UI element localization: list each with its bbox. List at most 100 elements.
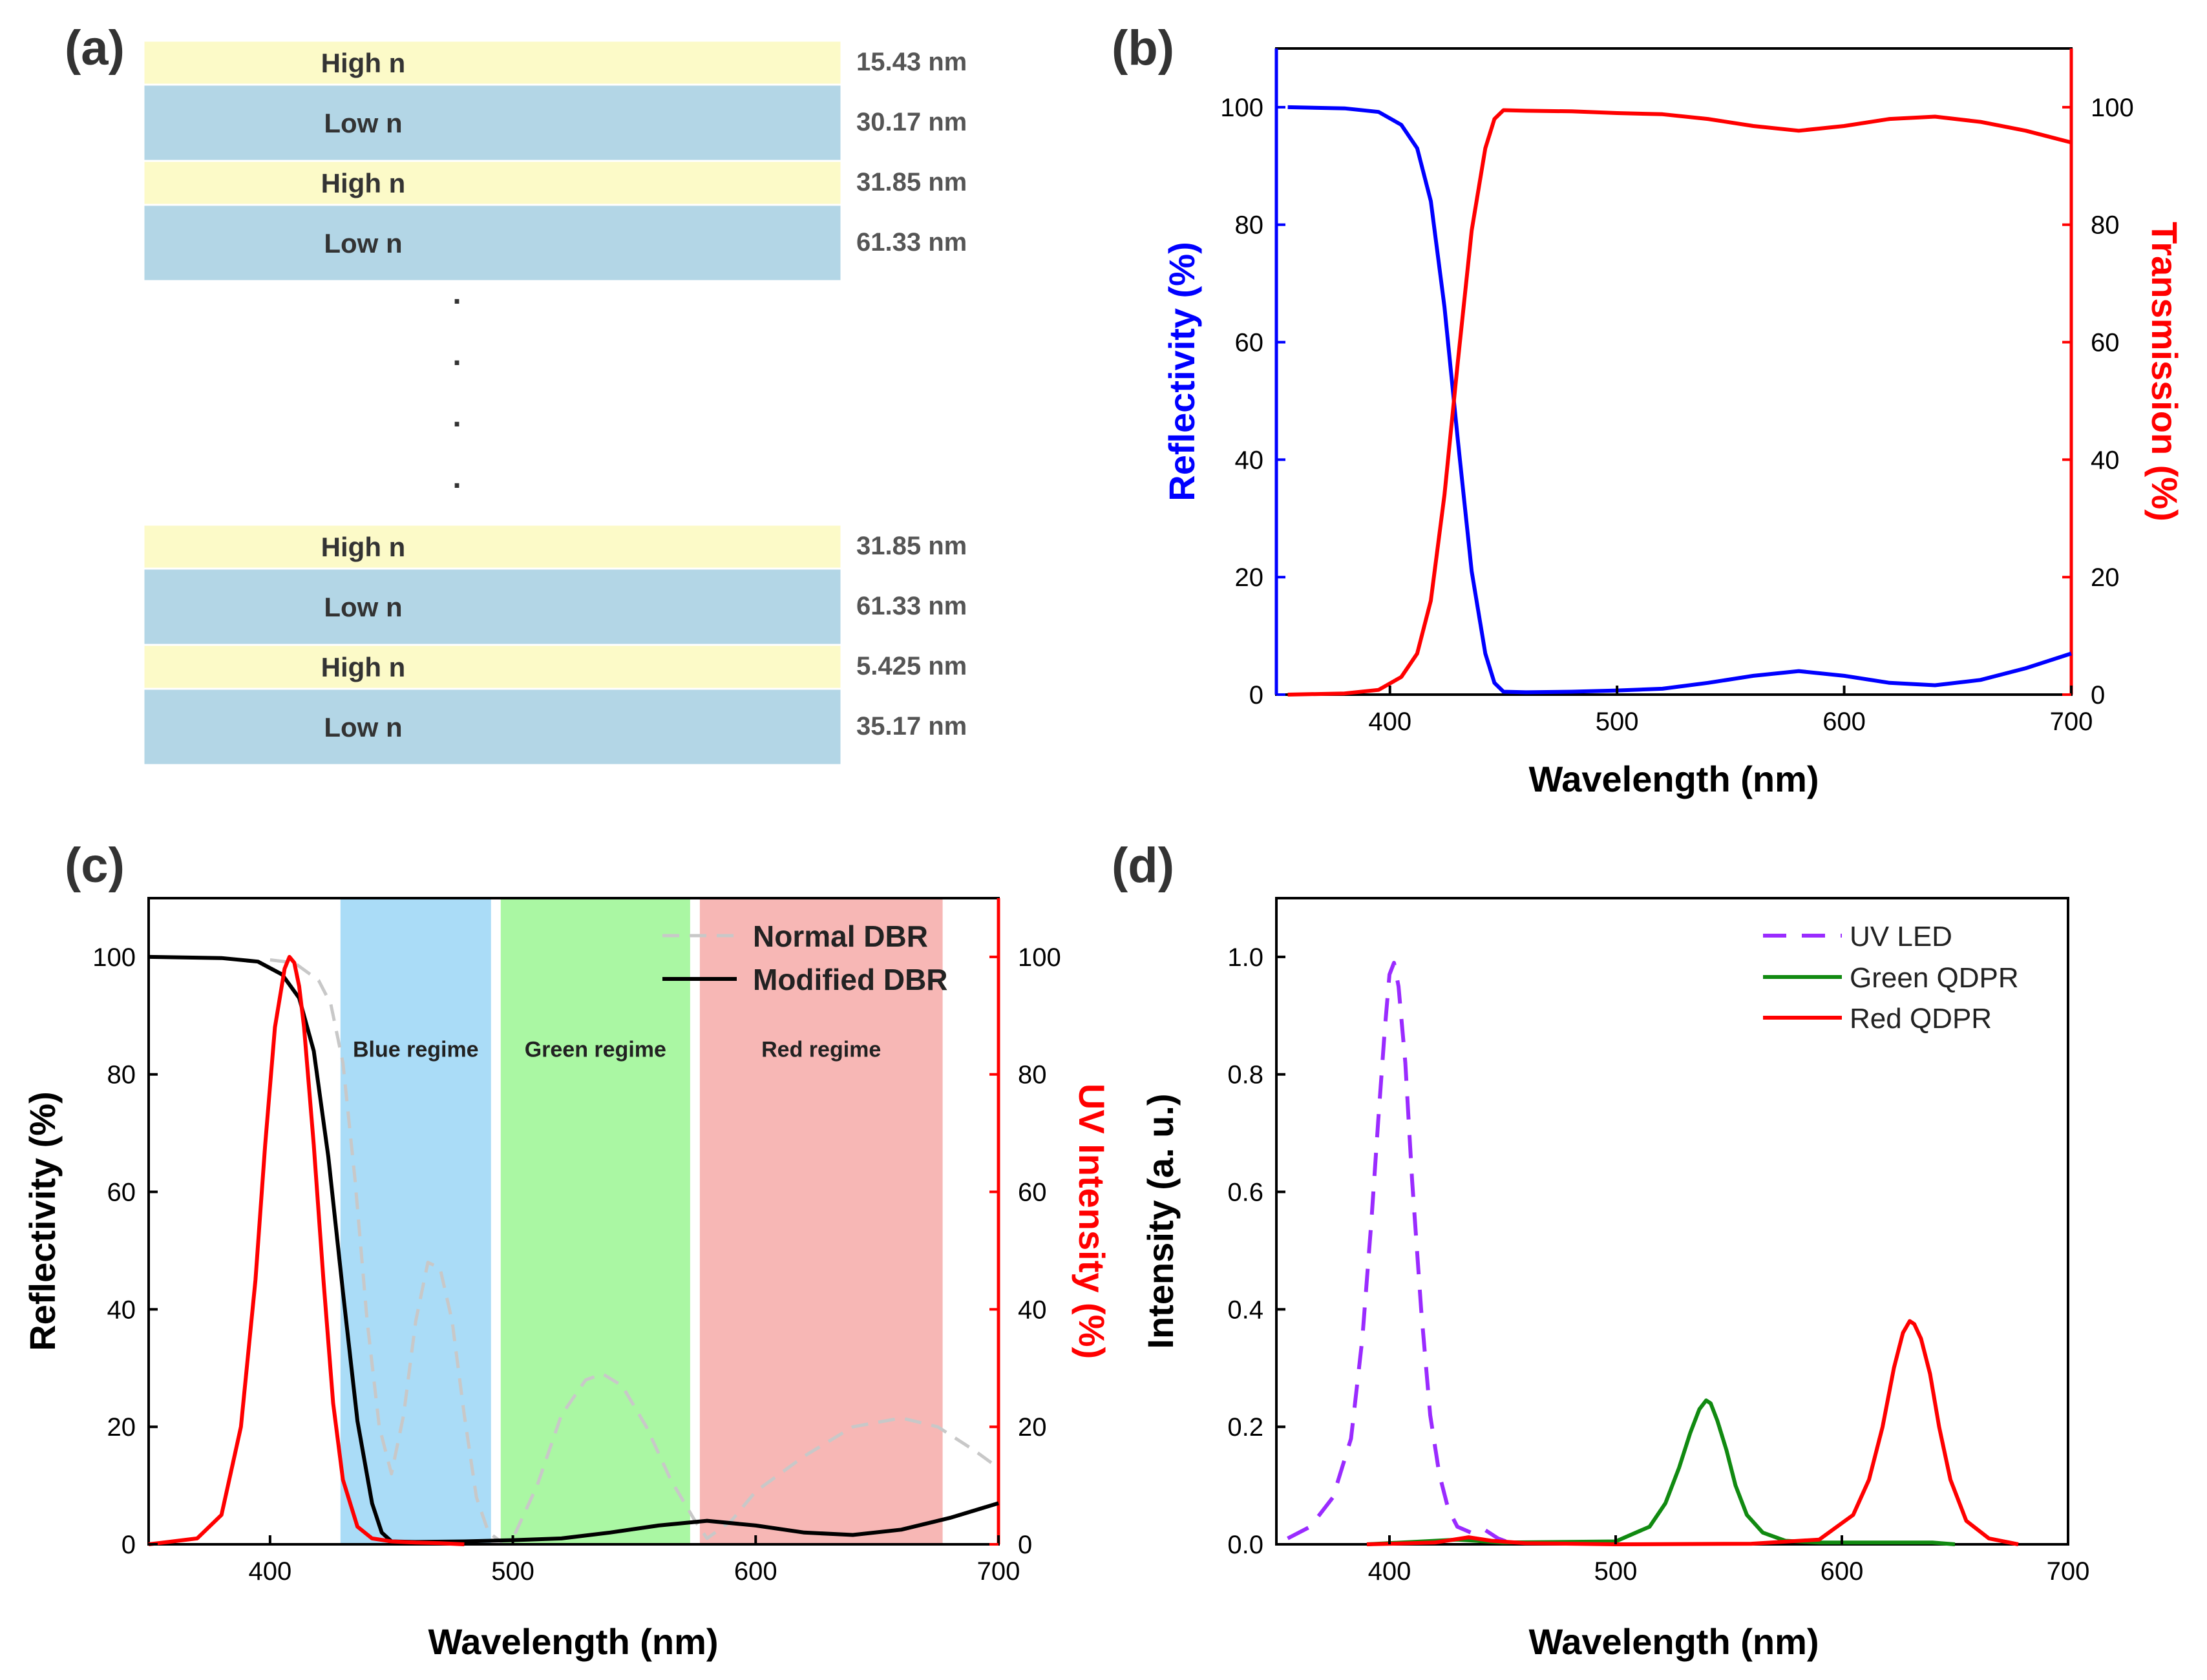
panel-b-chart: (b) 400 500 600 700020406080100020406080100… <box>1112 21 2185 799</box>
panel-b-y-tick-label-1: 20 <box>1235 563 1264 592</box>
bottom-layer-1-thickness: 31.85 nm <box>856 532 967 560</box>
top-layer-2-thickness: 30.17 nm <box>856 108 967 136</box>
top-layer-2 <box>142 83 843 162</box>
regime-label-blue-regime: Blue regime <box>353 1037 479 1062</box>
stack-ellipsis-dot-4: . <box>452 461 461 495</box>
panel-c-x-tick-label-400: 400 <box>248 1557 291 1586</box>
panel-d-y-tick-label-0: 0.0 <box>1227 1531 1263 1559</box>
legend-red-qdpr-label: Red QDPR <box>1850 1003 1992 1034</box>
regime-label-green-regime: Green regime <box>525 1037 666 1062</box>
top-layer-4-thickness: 61.33 nm <box>856 228 967 257</box>
panel-c-chart: (c) Blue regime Green regime Red regime 40… <box>22 838 1112 1662</box>
legend-normal-dbr-label: Normal DBR <box>753 919 928 953</box>
panel-d-chart: (d) 400 500 600 700 0.0 0.2 0.4 0.6 0.8 1.0 UV LE… <box>1112 838 2089 1662</box>
panel-c-y2-tick-label-2: 40 <box>1018 1296 1047 1324</box>
panel-c-x-tick-label-700: 700 <box>977 1557 1020 1586</box>
panel-b-y-tick-label-2: 40 <box>1235 446 1264 474</box>
panel-c-x-tick-label-600: 600 <box>734 1557 777 1586</box>
panel-c-y-tick-label-1: 20 <box>107 1413 136 1442</box>
panel-d-y-tick-label-3: 0.6 <box>1227 1179 1263 1207</box>
bottom-layer-1-label: High n <box>321 532 406 562</box>
panel-b-label: (b) <box>1112 21 1174 76</box>
panel-d-x-axis-title: Wavelength (nm) <box>1528 1621 1819 1662</box>
panel-c-y-tick-label-0: 0 <box>121 1531 136 1559</box>
panel-c-y2-tick-label-5: 100 <box>1018 943 1061 972</box>
panel-c-x-tick-label-500: 500 <box>491 1557 534 1586</box>
panel-b-y-tick-label-3: 60 <box>1235 329 1264 357</box>
top-layer-4 <box>142 204 843 282</box>
panel-d-x-tick-label-600: 600 <box>1821 1557 1864 1586</box>
stack-ellipsis-dot-3: . <box>452 399 461 434</box>
top-layer-4-label: Low n <box>324 228 402 258</box>
panel-c-x-axis-title: Wavelength (nm) <box>428 1621 718 1662</box>
bottom-layer-4 <box>142 688 843 766</box>
panel-d-x-tick-label-400: 400 <box>1368 1557 1411 1586</box>
panel-c-label: (c) <box>65 838 125 893</box>
panel-d-y-axis-title: Intensity (a. u.) <box>1140 1093 1181 1349</box>
panel-c-y2-axis-title: UV Intensity (%) <box>1072 1084 1112 1359</box>
panel-d-x-tick-label-700: 700 <box>2047 1557 2090 1586</box>
panel-a-layer-stack: (a) High n 15.43 nm Low n 30.17 nm High n 31.… <box>65 21 967 766</box>
panel-b-y2-tick-label-0: 0 <box>2091 681 2105 709</box>
panel-c-series-uv-led <box>148 954 465 1546</box>
top-layer-3-thickness: 31.85 nm <box>856 168 967 196</box>
panel-d-legend: UV LED Green QDPR Red QDPR <box>1763 921 2019 1034</box>
panel-a-label: (a) <box>65 21 125 76</box>
bottom-layer-3-thickness: 5.425 nm <box>856 652 967 680</box>
panel-d-x-tick-label-500: 500 <box>1594 1557 1638 1586</box>
panel-c-y2-tick-label-4: 80 <box>1018 1061 1047 1089</box>
panel-b-y-tick-label-5: 100 <box>1220 94 1263 122</box>
top-layer-3-label: High n <box>321 168 406 198</box>
panel-c-y-tick-label-3: 60 <box>107 1179 136 1207</box>
regime-band-red-regime <box>699 898 943 1544</box>
panel-c-y-tick-label-5: 100 <box>92 943 136 972</box>
top-layer-1-label: High n <box>321 48 406 78</box>
panel-c-y2-tick-label-3: 60 <box>1018 1179 1047 1207</box>
bottom-layer-2-label: Low n <box>324 592 402 622</box>
panel-c-y-tick-label-2: 40 <box>107 1296 136 1324</box>
bottom-layer-3 <box>142 644 843 690</box>
panel-c-legend: Normal DBR Modified DBR <box>662 919 948 996</box>
legend-green-qdpr-label: Green QDPR <box>1850 962 2019 994</box>
panel-b-x-tick-label-500: 500 <box>1596 708 1639 736</box>
panel-b-y-axis-title: Reflectivity (%) <box>1161 242 1202 501</box>
panel-b-y2-axis-title: Transmission (%) <box>2144 222 2185 521</box>
top-layer-1 <box>142 39 843 86</box>
panel-b-x-axis-title: Wavelength (nm) <box>1528 759 1819 799</box>
panel-b-series-transmission <box>1287 108 2072 697</box>
panel-b-y2-tick-label-4: 80 <box>2091 211 2120 240</box>
top-layer-3 <box>142 160 843 206</box>
legend-uv-led-label: UV LED <box>1850 921 1952 952</box>
panel-d-y-tick-label-1: 0.2 <box>1227 1413 1263 1442</box>
panel-c-y-tick-label-4: 80 <box>107 1061 136 1089</box>
panel-d-series-red-qdpr <box>1366 1319 2019 1546</box>
regime-band-green-regime <box>500 898 690 1544</box>
bottom-layer-4-label: Low n <box>324 712 402 742</box>
panel-b-y2-tick-label-3: 60 <box>2091 329 2120 357</box>
panel-b-x-tick-label-700: 700 <box>2050 708 2093 736</box>
panel-b-series-reflectivity <box>1287 105 2072 695</box>
panel-c-y2-tick-label-0: 0 <box>1018 1531 1032 1559</box>
panel-d-y-tick-label-4: 0.8 <box>1227 1061 1263 1089</box>
panel-d-y-tick-label-5: 1.0 <box>1227 943 1263 972</box>
bottom-layer-2 <box>142 567 843 646</box>
panel-b-y2-tick-label-1: 20 <box>2091 563 2120 592</box>
legend-modified-dbr-label: Modified DBR <box>753 963 948 996</box>
panel-c-y-axis-title: Reflectivity (%) <box>22 1091 63 1350</box>
panel-d-series-uv-led <box>1287 961 1515 1546</box>
panel-b-x-tick-label-400: 400 <box>1368 708 1411 736</box>
panel-b-y-tick-label-4: 80 <box>1235 211 1264 240</box>
top-layer-1-thickness: 15.43 nm <box>856 48 967 76</box>
panel-c-y2-tick-label-1: 20 <box>1018 1413 1047 1442</box>
stack-ellipsis-dot-1: . <box>452 277 461 311</box>
stack-ellipsis-dot-2: . <box>452 338 461 372</box>
bottom-layer-1 <box>142 523 843 570</box>
panel-b-x-tick-label-600: 600 <box>1822 708 1866 736</box>
regime-label-red-regime: Red regime <box>761 1037 881 1062</box>
top-layer-2-label: Low n <box>324 108 402 138</box>
bottom-layer-3-label: High n <box>321 652 406 682</box>
panel-b-y-tick-label-0: 0 <box>1249 681 1263 709</box>
bottom-layer-2-thickness: 61.33 nm <box>856 592 967 620</box>
panel-b-y2-tick-label-2: 40 <box>2091 446 2120 474</box>
